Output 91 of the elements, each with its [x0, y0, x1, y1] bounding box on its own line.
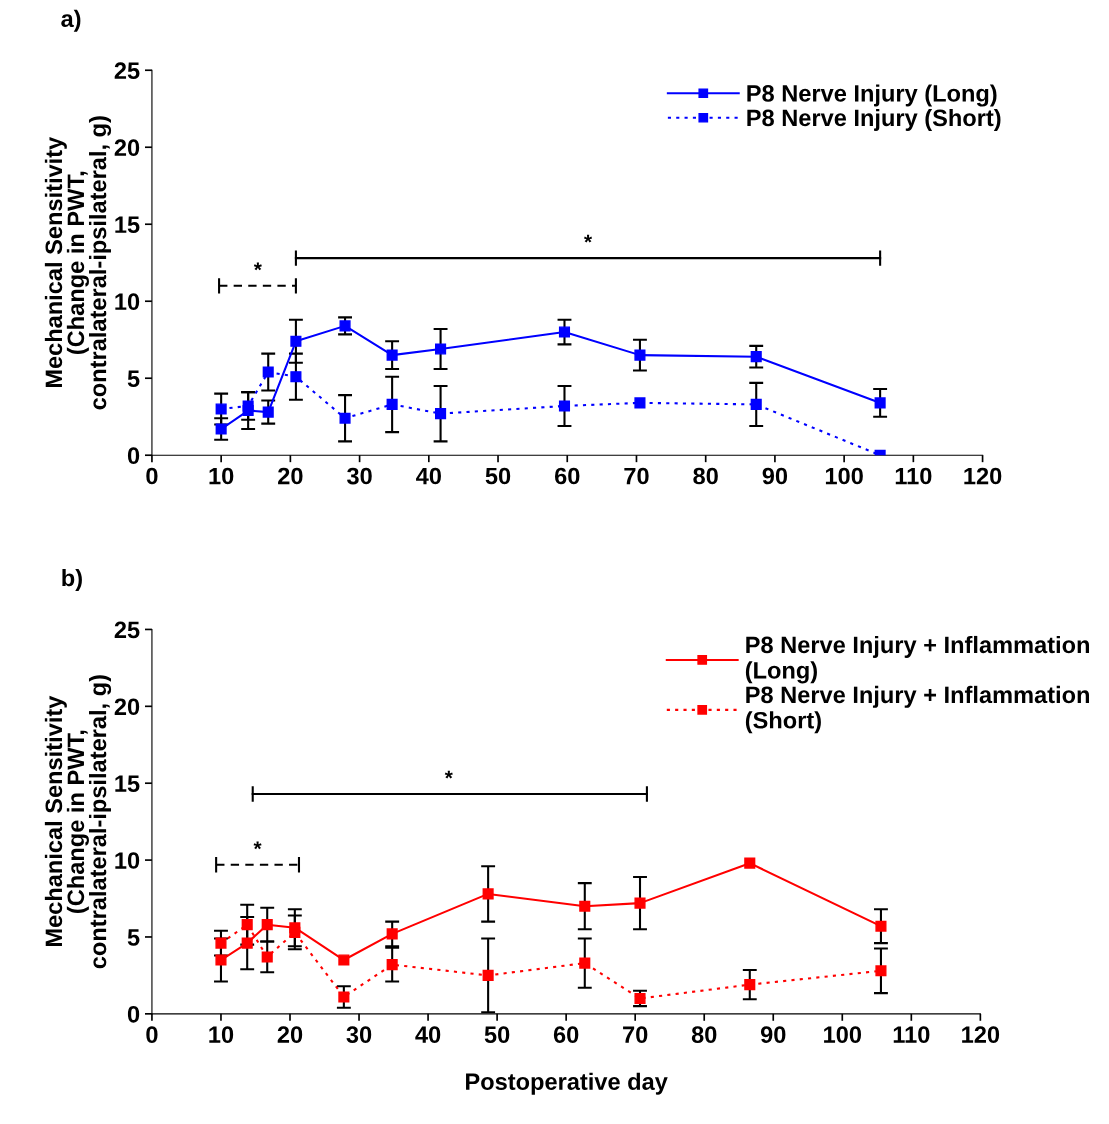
- point: [875, 965, 887, 977]
- point: [215, 423, 227, 435]
- point: [435, 408, 447, 420]
- y-tick-label: 5: [127, 370, 140, 388]
- y-tick-label: 15: [115, 775, 140, 792]
- x-tick-label: 30: [347, 467, 372, 485]
- x-tick-label: 20: [277, 1026, 303, 1043]
- legend-label: P8 Nerve Injury + Inflammation (Short): [745, 685, 1089, 734]
- y-tick-label: 20: [114, 698, 140, 716]
- x-tick-label: 120: [964, 467, 1002, 485]
- x-tick-label: 40: [416, 467, 441, 485]
- point: [262, 406, 274, 418]
- point: [744, 979, 756, 991]
- point: [634, 349, 646, 361]
- point: [750, 351, 762, 363]
- annotation: *: [444, 770, 453, 779]
- x-tick-label: 80: [691, 1026, 717, 1043]
- point: [262, 366, 274, 378]
- x-tick-label: 100: [825, 467, 863, 485]
- chart-title: b): [62, 568, 82, 591]
- legend-label: P8 Nerve Injury + Inflammation (Long): [745, 635, 1089, 684]
- point: [579, 900, 591, 912]
- x-tick-label: 10: [209, 1026, 234, 1043]
- y-tick-label: 10: [115, 293, 140, 311]
- x-tick-label: 80: [693, 467, 718, 485]
- y-tick-label: 25: [114, 621, 140, 639]
- point: [482, 888, 494, 900]
- point: [338, 991, 350, 1003]
- point: [558, 400, 571, 412]
- point: [744, 857, 756, 869]
- point: [241, 937, 253, 949]
- point: [386, 928, 398, 940]
- x-tick-label: 90: [760, 1026, 786, 1043]
- x-tick-label: 50: [484, 1026, 510, 1043]
- point: [339, 320, 351, 332]
- y-axis-title: Mechanical Sensitivity (Change in PWT, contralateral-ipsilateral, g): [44, 675, 112, 969]
- point: [215, 937, 227, 949]
- point: [750, 398, 762, 410]
- x-tick-label: 100: [824, 1026, 862, 1043]
- point: [579, 957, 591, 969]
- x-tick-label: 30: [346, 1026, 372, 1044]
- x-axis-title: Postoperative day: [466, 1072, 668, 1095]
- point: [215, 403, 227, 415]
- point: [386, 959, 398, 971]
- y-axis-title: Mechanical Sensitivity (Change in PWT, contralateral-ipsilateral, g): [44, 116, 112, 410]
- x-tick-label: 70: [623, 1026, 648, 1043]
- x-tick-label: 20: [278, 467, 303, 485]
- x-tick-label: 60: [554, 467, 580, 485]
- chart-title: a): [61, 9, 81, 32]
- point: [242, 400, 254, 412]
- point: [634, 397, 646, 409]
- point: [290, 371, 302, 383]
- annotation: *: [584, 234, 593, 243]
- point: [558, 326, 571, 338]
- y-tick-label: 5: [127, 929, 140, 946]
- x-tick-label: 120: [962, 1026, 1000, 1043]
- x-tick-label: 110: [893, 1026, 930, 1043]
- point: [634, 897, 646, 909]
- x-tick-label: 70: [624, 467, 649, 485]
- y-tick-label: 25: [114, 62, 140, 80]
- y-tick-label: 20: [114, 139, 140, 157]
- x-tick-label: 50: [485, 467, 511, 485]
- point: [289, 926, 301, 938]
- point: [241, 919, 253, 931]
- y-tick-label: 10: [115, 852, 140, 869]
- point: [386, 349, 398, 361]
- x-tick-label: 0: [146, 1026, 158, 1043]
- x-tick-label: 10: [209, 467, 234, 485]
- x-tick-label: 60: [553, 1026, 579, 1043]
- point: [482, 969, 494, 981]
- x-tick-label: 110: [895, 467, 932, 485]
- point: [261, 951, 273, 963]
- point: [435, 343, 447, 355]
- point: [339, 412, 351, 424]
- annotation: *: [253, 841, 262, 850]
- annotation: *: [253, 262, 262, 271]
- point: [338, 954, 350, 966]
- x-tick-label: 90: [762, 467, 788, 485]
- legend-label: P8 Nerve Injury (Long): [747, 84, 997, 107]
- point: [875, 920, 887, 932]
- point: [290, 335, 302, 347]
- y-tick-label: 15: [115, 216, 140, 234]
- point: [261, 919, 273, 931]
- legend-label: P8 Nerve Injury (Short): [747, 108, 1001, 131]
- point: [386, 398, 398, 410]
- x-tick-label: 40: [415, 1026, 441, 1043]
- y-tick-label: 0: [127, 447, 140, 465]
- point: [874, 397, 886, 409]
- point: [215, 954, 227, 966]
- x-tick-label: 0: [146, 467, 158, 485]
- y-tick-label: 0: [127, 1005, 140, 1023]
